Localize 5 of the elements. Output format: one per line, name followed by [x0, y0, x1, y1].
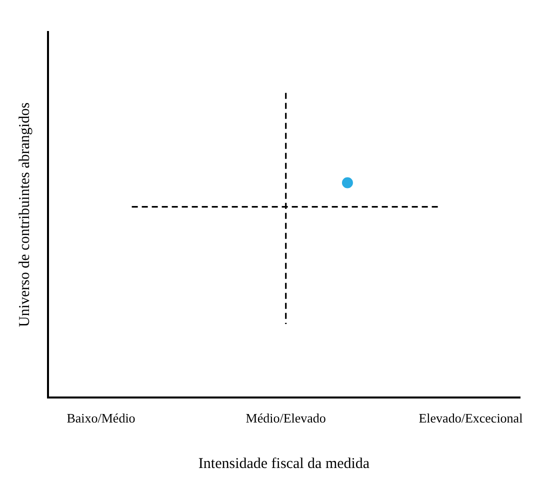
x-tick-label: Elevado/Excecional [418, 410, 524, 426]
x-tick-label: Médio/Elevado [246, 410, 326, 426]
x-tick-label: Baixo/Médio [66, 410, 136, 426]
x-axis-title: Intensidade fiscal da medida [198, 456, 370, 472]
y-axis-title: Universo de contribuintes abrangidos [16, 102, 33, 327]
